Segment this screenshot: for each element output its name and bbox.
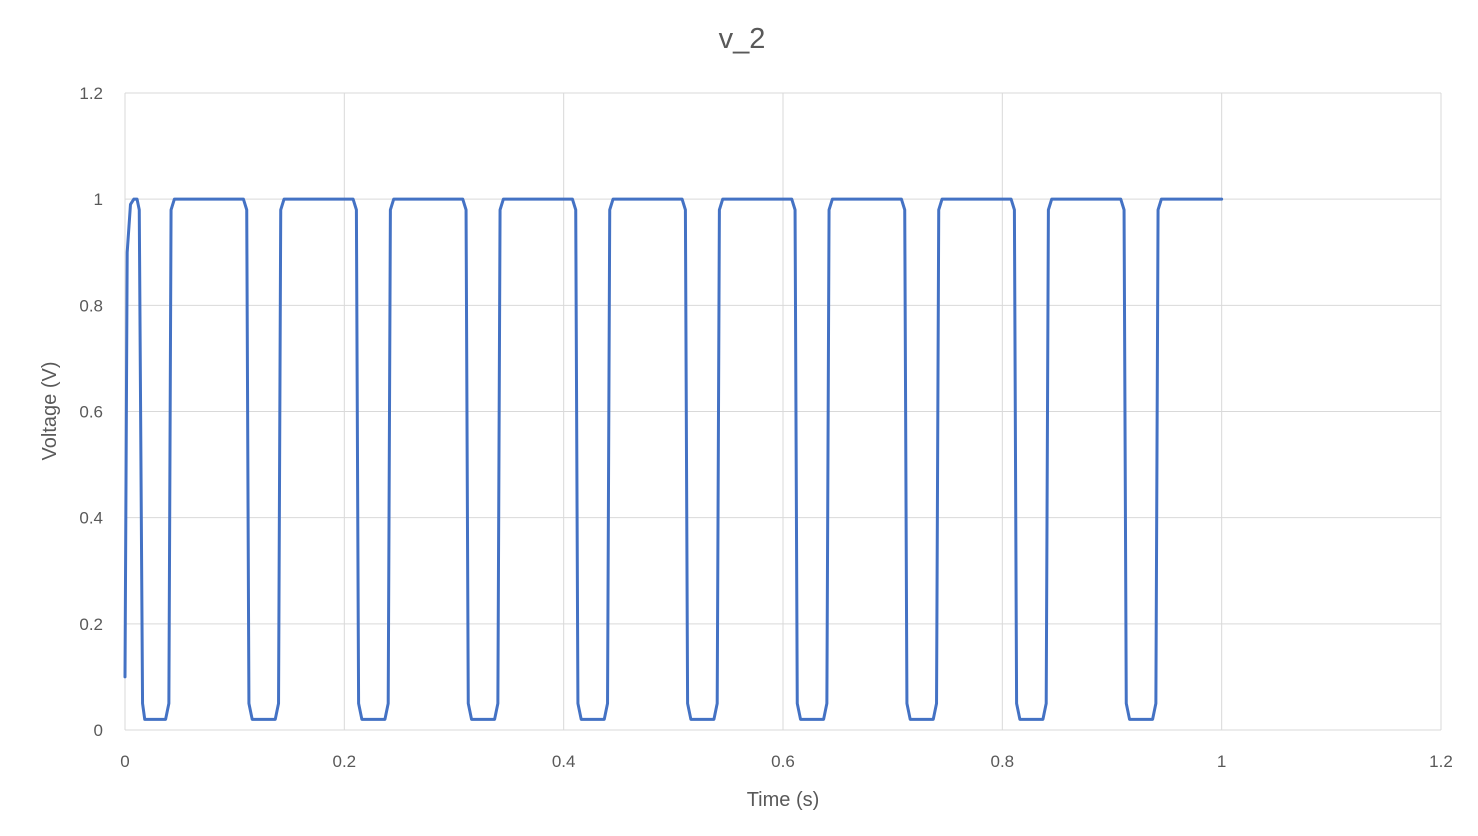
y-axis-title: Voltage (V) [39, 362, 61, 461]
x-tick-label: 0.2 [333, 752, 357, 771]
x-tick-label: 1 [1217, 752, 1226, 771]
x-tick-label: 1.2 [1429, 752, 1453, 771]
chart-title: v_2 [719, 23, 766, 55]
y-tick-label: 0 [94, 721, 103, 740]
y-tick-label: 0.4 [79, 509, 103, 528]
series-layer [123, 197, 1224, 721]
x-tick-label: 0.6 [771, 752, 795, 771]
y-tick-label: 1 [94, 190, 103, 209]
y-tick-label: 0.2 [79, 615, 103, 634]
x-tick-label: 0.8 [991, 752, 1015, 771]
x-axis-title: Time (s) [747, 789, 820, 811]
y-tick-label: 1.2 [79, 84, 103, 103]
grid [124, 92, 1442, 731]
y-tick-label: 0.8 [79, 296, 103, 315]
y-tick-label: 0.6 [79, 403, 103, 422]
series-line-v2 [123, 197, 1224, 721]
x-tick-label: 0.4 [552, 752, 576, 771]
x-tick-label: 0 [120, 752, 129, 771]
x-axis-ticks: 0 0.2 0.4 0.6 0.8 1 1.2 [120, 752, 1453, 771]
y-axis-ticks: 0 0.2 0.4 0.6 0.8 1 1.2 [79, 84, 103, 740]
